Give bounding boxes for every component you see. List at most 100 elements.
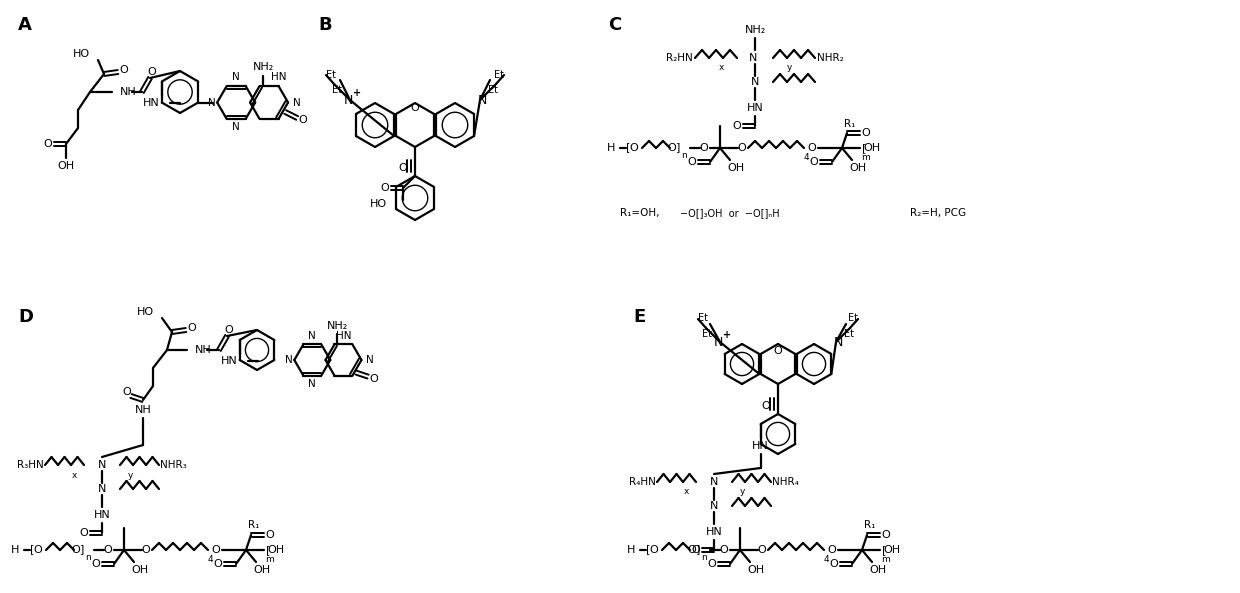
Text: NH: NH	[120, 87, 136, 97]
Text: NH₂: NH₂	[744, 25, 765, 35]
Text: 4: 4	[823, 554, 828, 563]
Text: OH: OH	[57, 161, 74, 171]
Text: m: m	[265, 556, 274, 565]
Text: O: O	[810, 157, 818, 167]
Text: O: O	[72, 545, 81, 555]
Text: O: O	[738, 143, 746, 153]
Text: HN: HN	[94, 510, 110, 520]
Text: O: O	[381, 183, 389, 193]
Text: Et: Et	[698, 313, 708, 323]
Text: O: O	[123, 387, 131, 397]
Text: HN: HN	[753, 441, 769, 451]
Text: −O⁠[⁠]₃OH  or  −O⁠[⁠]ₙH: −O⁠[⁠]₃OH or −O⁠[⁠]ₙH	[680, 208, 780, 218]
Text: N: N	[713, 336, 723, 349]
Text: HN: HN	[746, 103, 764, 113]
Text: HO: HO	[136, 307, 154, 317]
Text: O: O	[104, 545, 113, 555]
Text: C: C	[608, 16, 621, 34]
Text: HO: HO	[370, 199, 387, 209]
Text: OH: OH	[268, 545, 284, 555]
Text: x: x	[72, 470, 77, 480]
Text: Et: Et	[844, 329, 854, 339]
Text: O: O	[43, 139, 52, 149]
Text: O: O	[410, 103, 419, 113]
Text: O: O	[370, 374, 378, 384]
Text: H: H	[606, 143, 615, 153]
Text: m: m	[882, 556, 890, 565]
Text: OH: OH	[869, 565, 887, 575]
Text: x: x	[683, 487, 688, 496]
Text: R₃HN: R₃HN	[17, 460, 43, 470]
Text: E: E	[632, 308, 645, 326]
Text: ]: ]	[79, 544, 84, 554]
Text: B: B	[317, 16, 331, 34]
Text: R₁=OH,: R₁=OH,	[620, 208, 660, 218]
Text: OH: OH	[728, 163, 744, 173]
Text: H: H	[626, 545, 635, 555]
Text: HN: HN	[336, 331, 351, 341]
Text: ]: ]	[676, 142, 681, 152]
Text: O: O	[862, 128, 870, 138]
Text: O: O	[119, 65, 129, 75]
Text: OH: OH	[883, 545, 900, 555]
Text: [: [	[862, 143, 867, 153]
Text: +: +	[353, 88, 361, 98]
Text: O: O	[148, 67, 156, 77]
Text: Et: Et	[332, 85, 342, 95]
Text: N: N	[232, 123, 241, 132]
Text: O: O	[774, 346, 782, 356]
Text: O: O	[79, 528, 88, 538]
Text: n: n	[681, 151, 687, 161]
Text: O: O	[692, 545, 701, 555]
Text: n: n	[86, 553, 91, 563]
Text: O: O	[212, 545, 221, 555]
Text: [: [	[646, 544, 650, 554]
Text: Et: Et	[326, 70, 336, 80]
Text: R₁: R₁	[864, 520, 875, 530]
Text: y: y	[739, 487, 745, 496]
Text: N: N	[709, 501, 718, 511]
Text: y: y	[786, 63, 791, 72]
Text: O: O	[299, 115, 308, 125]
Text: [: [	[626, 142, 630, 152]
Text: NH: NH	[195, 345, 212, 355]
Text: O: O	[688, 157, 697, 167]
Text: O: O	[761, 401, 770, 411]
Text: [: [	[882, 545, 887, 555]
Text: OH: OH	[253, 565, 270, 575]
Text: N: N	[285, 355, 293, 365]
Text: OH: OH	[849, 163, 867, 173]
Text: O: O	[733, 121, 742, 131]
Text: R₄HN: R₄HN	[629, 477, 656, 487]
Text: N: N	[98, 460, 107, 470]
Text: OH: OH	[863, 143, 880, 153]
Text: NHR₄: NHR₄	[773, 477, 799, 487]
Text: O: O	[213, 559, 222, 569]
Text: N: N	[833, 336, 843, 349]
Text: O: O	[265, 530, 274, 540]
Text: ]: ]	[696, 544, 701, 554]
Text: N: N	[343, 94, 352, 107]
Text: O: O	[688, 545, 697, 555]
Text: HN: HN	[272, 72, 286, 82]
Text: m: m	[862, 154, 870, 162]
Text: O: O	[667, 143, 676, 153]
Text: HN: HN	[706, 527, 723, 537]
Text: NH₂: NH₂	[253, 62, 274, 72]
Text: A: A	[19, 16, 32, 34]
Text: N: N	[477, 94, 486, 107]
Text: O: O	[187, 323, 196, 333]
Text: Et: Et	[702, 329, 712, 339]
Text: O: O	[708, 559, 717, 569]
Text: O: O	[699, 143, 708, 153]
Text: N: N	[749, 53, 758, 63]
Text: OH: OH	[131, 565, 149, 575]
Text: R₁: R₁	[844, 119, 856, 129]
Text: O: O	[882, 530, 890, 540]
Text: 4: 4	[804, 152, 808, 161]
Text: N: N	[367, 355, 374, 365]
Text: N: N	[750, 77, 759, 87]
Text: HO: HO	[73, 49, 91, 59]
Text: +: +	[723, 330, 732, 340]
Text: y: y	[128, 470, 133, 480]
